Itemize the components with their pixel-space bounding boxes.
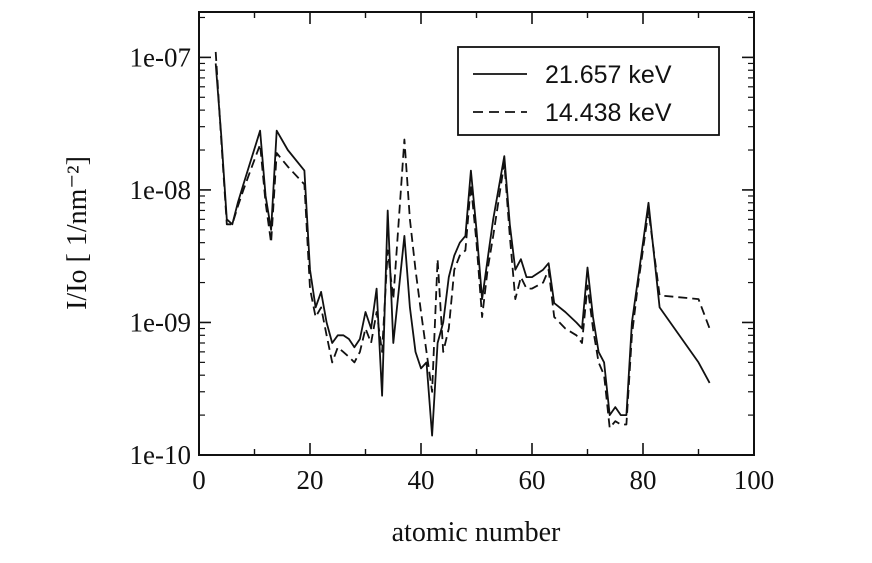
x-tick-label: 40 (408, 465, 435, 495)
legend-label-14438: 14.438 keV (545, 99, 672, 127)
x-tick-label: 80 (630, 465, 657, 495)
legend-label-21657: 21.657 keV (545, 61, 672, 89)
ticks-layer: 0 20 40 60 80 100 1e-10 1e-09 1e-08 1e-07 (130, 12, 775, 495)
x-tick-label: 20 (297, 465, 324, 495)
x-tick-label: 0 (192, 465, 206, 495)
x-axis-title: atomic number (392, 517, 561, 548)
series-line-dashed (214, 51, 711, 429)
legend-box (457, 46, 720, 136)
y-axis-title: I/Io [ 1/nm⁻²] (62, 156, 93, 310)
x-tick-label: 100 (734, 465, 775, 495)
y-tick-label: 1e-09 (130, 307, 191, 337)
series-layer (214, 51, 711, 437)
x-tick-label: 60 (519, 465, 546, 495)
legend: 21.657 keV 14.438 keV (457, 46, 720, 136)
series-line-solid (214, 63, 711, 437)
y-tick-label: 1e-08 (130, 175, 191, 205)
y-tick-label: 1e-07 (130, 42, 191, 72)
y-tick-label: 1e-10 (130, 440, 191, 470)
